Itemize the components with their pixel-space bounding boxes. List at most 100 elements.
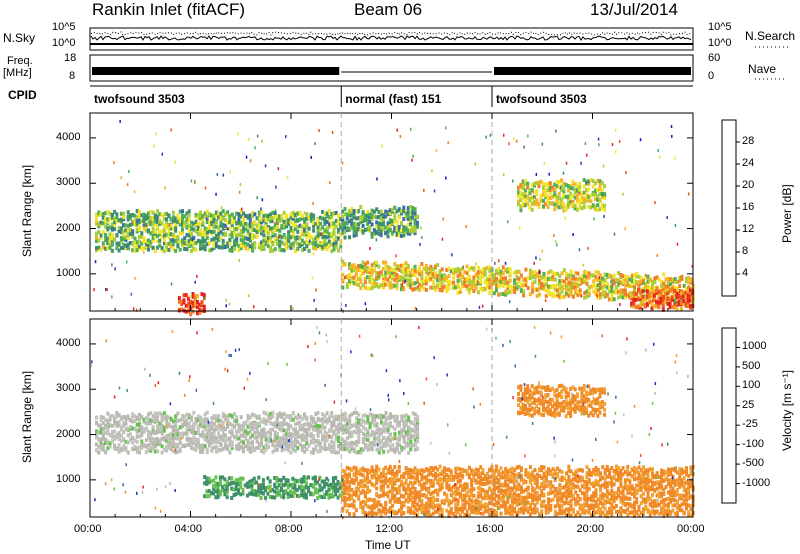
rti-cell	[295, 479, 299, 484]
rti-cell	[368, 469, 372, 474]
rti-cell	[661, 300, 665, 305]
rti-cell	[413, 476, 417, 481]
rti-cell	[153, 431, 157, 436]
rti-cell	[436, 467, 440, 472]
rti-cell	[140, 213, 144, 218]
rti-cell	[368, 270, 372, 275]
rti-cell	[221, 242, 225, 247]
rti-cell	[449, 493, 453, 497]
rti-cell	[465, 271, 469, 276]
rti-cell	[233, 231, 236, 236]
rti-cell	[542, 181, 545, 186]
rti-cell	[427, 276, 431, 281]
rti-cell	[359, 482, 363, 487]
rti-noise	[134, 276, 136, 280]
rti-cell	[278, 214, 282, 219]
rti-cell	[633, 285, 636, 290]
rti-cell	[162, 238, 166, 243]
rti-cell	[286, 495, 290, 499]
rti-cell	[325, 438, 329, 443]
rti-cell	[402, 263, 406, 268]
rti-cell	[558, 286, 562, 291]
rti-cell	[253, 413, 257, 418]
rti-cell	[325, 226, 329, 231]
rti-cell	[458, 268, 462, 273]
rti-cell	[165, 438, 169, 443]
rti-noise	[543, 161, 546, 165]
rti-cell	[119, 226, 123, 231]
rti-cell	[382, 479, 385, 484]
rti-cell	[307, 432, 311, 437]
rti-cell	[370, 513, 374, 518]
rti-cell	[359, 220, 363, 225]
rti-cell	[404, 441, 408, 446]
rti-cell	[427, 497, 431, 502]
rti-cell	[355, 443, 359, 447]
rti-cell	[286, 478, 290, 483]
rti-cell	[486, 280, 489, 285]
rti-cell	[117, 229, 121, 234]
rti-cell	[608, 285, 612, 290]
rti-cell	[284, 489, 288, 494]
rti-cell	[386, 225, 390, 230]
rti-cell	[275, 479, 279, 484]
rti-cell	[147, 421, 150, 426]
rti-cell	[255, 216, 259, 221]
rti-noise	[303, 211, 306, 215]
rti-cell	[632, 291, 636, 295]
rti-cell	[153, 417, 157, 422]
rti-cell	[382, 227, 385, 232]
rti-cell	[585, 180, 588, 185]
rti-cell	[322, 494, 326, 499]
rti-cell	[415, 490, 419, 495]
rti-cell	[551, 185, 554, 190]
rti-cell	[296, 421, 300, 426]
rti-cell	[216, 488, 220, 493]
rti-cell	[379, 225, 383, 229]
rti-cell	[244, 236, 248, 241]
rti-cell	[411, 272, 415, 277]
rti-cell	[544, 288, 548, 293]
rti-cell	[560, 289, 564, 294]
rti-cell	[538, 272, 541, 277]
rti-cell	[113, 422, 117, 427]
rti-cell	[138, 422, 141, 427]
rti-cell	[264, 229, 268, 234]
rti-cell	[196, 221, 200, 226]
rti-cell	[434, 488, 437, 493]
rti-cell	[528, 205, 532, 210]
rti-cell	[651, 279, 654, 284]
rti-cell	[95, 431, 98, 436]
rti-cell	[661, 297, 665, 302]
rti-noise	[518, 226, 521, 230]
rti-cell	[321, 412, 325, 417]
rti-cell	[350, 265, 354, 270]
rti-cell	[142, 443, 146, 448]
rti-cell	[456, 274, 460, 279]
rti-cell	[402, 487, 406, 492]
rti-cell	[452, 267, 456, 272]
rti-cell	[406, 214, 410, 219]
rti-cell	[246, 439, 250, 444]
rti-cell	[312, 216, 316, 221]
rti-cell	[259, 483, 263, 488]
rti-cell	[113, 443, 117, 448]
rti-cell	[370, 474, 374, 479]
rti-noise	[535, 256, 537, 260]
rti-cell	[388, 498, 392, 503]
rti-cell	[440, 281, 444, 286]
rti-cell	[205, 209, 209, 214]
rti-cell	[119, 427, 123, 432]
rti-cell	[372, 268, 376, 273]
rti-cell	[135, 244, 139, 248]
rti-cell	[212, 213, 216, 218]
rti-cell	[113, 220, 117, 225]
rti-cell	[212, 435, 216, 440]
rti-cell	[538, 281, 541, 286]
rti-cell	[295, 493, 299, 498]
rti-cell	[167, 228, 171, 233]
rti-cell	[248, 232, 252, 237]
rti-cell	[278, 219, 282, 224]
rti-cell	[307, 216, 311, 221]
rti-cell	[131, 234, 135, 239]
